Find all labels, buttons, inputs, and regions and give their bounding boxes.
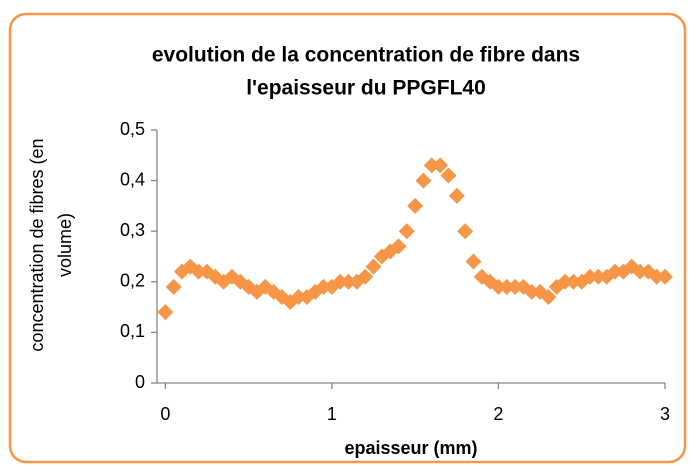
marker [390, 238, 407, 255]
x-tick-label: 3 [660, 404, 670, 424]
y-tick-label: 0,4 [120, 169, 145, 189]
marker [190, 263, 207, 280]
y-axis-title: concentration de fibres (en [27, 138, 47, 351]
marker [465, 253, 482, 270]
chart-title: l'epaisseur du PPGFL40 [246, 77, 486, 100]
x-tick-label: 1 [327, 404, 337, 424]
marker [657, 268, 673, 285]
marker [457, 223, 474, 240]
marker [240, 278, 257, 295]
marker [398, 223, 415, 240]
marker [648, 268, 665, 285]
marker [565, 273, 582, 290]
y-tick-label: 0,3 [120, 220, 145, 240]
chart-title: evolution de la concentration de fibre d… [152, 44, 580, 67]
marker [165, 278, 182, 295]
marker [523, 283, 540, 300]
y-tick-label: 0,5 [120, 119, 145, 139]
x-axis-title: epaisseur (mm) [344, 438, 477, 458]
marker [415, 172, 432, 189]
y-tick-label: 0,2 [120, 271, 145, 291]
marker [423, 157, 440, 174]
marker [332, 273, 349, 290]
marker [632, 263, 649, 280]
marker [490, 278, 507, 295]
marker [582, 268, 599, 285]
marker [448, 187, 465, 204]
chart-border [8, 12, 687, 464]
y-tick-label: 0 [135, 372, 145, 392]
x-tick-label: 0 [160, 404, 170, 424]
x-tick-label: 2 [493, 404, 503, 424]
y-axis-title: volume) [55, 213, 75, 277]
marker [357, 268, 374, 285]
marker [607, 263, 624, 280]
marker [432, 157, 449, 174]
marker [440, 167, 457, 184]
marker [340, 273, 357, 290]
marker [540, 288, 557, 305]
marker [590, 268, 607, 285]
marker [557, 273, 574, 290]
marker [507, 278, 524, 295]
marker [157, 304, 174, 321]
marker [498, 278, 515, 295]
y-tick-label: 0,1 [120, 321, 145, 341]
marker [315, 278, 332, 295]
marker [365, 258, 382, 275]
marker [290, 288, 307, 305]
marker [407, 197, 424, 214]
